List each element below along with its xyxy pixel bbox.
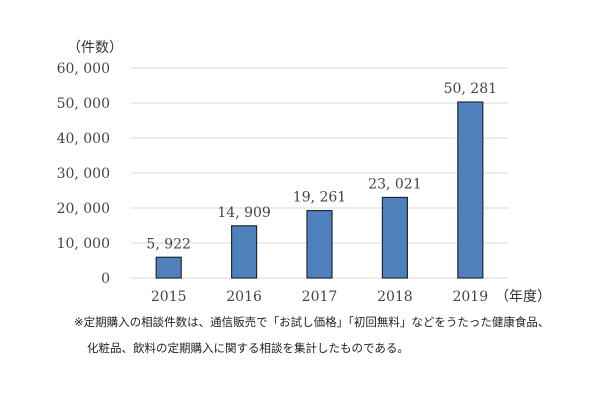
bar-chart: 0 10, 000 20, 000 30, 000 40, 000 50, 000 60, … [57,40,551,305]
y-axis-label: （件数） [67,40,123,56]
x-tick-label: 2015 [151,289,187,305]
y-tick-label: 0 [101,271,110,287]
data-label: 5, 922 [146,236,191,252]
y-tick-label: 50, 000 [57,96,110,112]
y-tick-label: 60, 000 [57,61,110,77]
x-tick-label: 2017 [302,289,338,305]
x-tick-label: 2018 [377,289,413,305]
bar-2015 [155,256,182,279]
bar-2018 [381,196,408,279]
data-label: 23, 021 [368,176,421,192]
y-tick-label: 30, 000 [57,166,110,182]
x-tick-label: 2016 [226,289,262,305]
y-tick-label: 10, 000 [57,236,110,252]
data-label: 19, 261 [293,190,346,206]
x-tick-label: 2019 [452,289,488,305]
bar-2017 [306,209,333,279]
footnote-line-1: ※定期購入の相談件数は、通信販売で「お試し価格」「初回無料」などをうたった健康食… [74,315,550,329]
bar-2016 [231,225,258,279]
data-label: 14, 909 [217,205,270,221]
data-label: 50, 281 [444,81,497,97]
footnote-line-2: 化粧品、飲料の定期購入に関する相談を集計したものである。 [87,341,409,355]
y-tick-label: 20, 000 [57,201,110,217]
x-axis-label: （年度） [495,289,551,305]
y-tick-label: 40, 000 [57,131,110,147]
bar-2019 [457,101,484,279]
